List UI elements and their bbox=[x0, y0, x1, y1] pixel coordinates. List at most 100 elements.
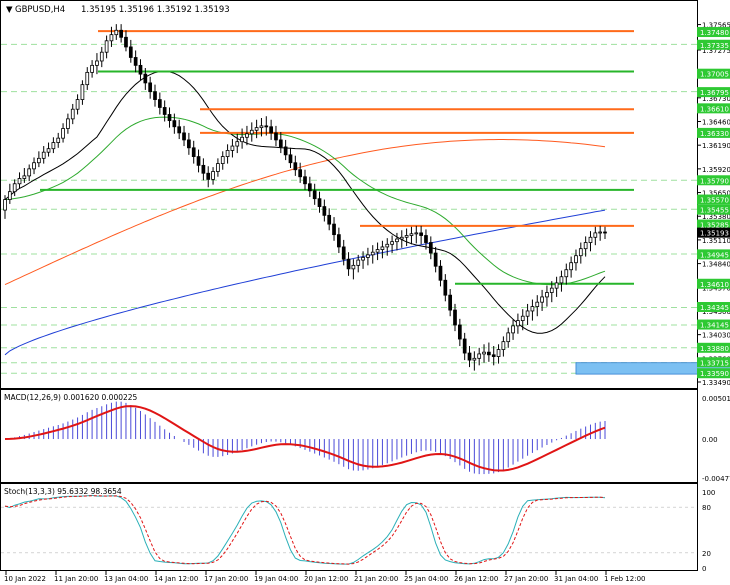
price-tick-label: 1.35920 bbox=[702, 166, 730, 174]
bull-candle bbox=[3, 199, 7, 211]
bear-candle bbox=[307, 183, 312, 192]
bull-candle bbox=[80, 84, 85, 100]
macd-title: MACD(12,26,9) 0.001620 0.000225 bbox=[4, 393, 138, 402]
stoch-title: Stoch(13,3,3) 95.6332 98.3654 bbox=[4, 487, 122, 496]
bull-candle bbox=[259, 125, 264, 129]
bear-candle bbox=[467, 352, 472, 361]
bear-candle bbox=[448, 294, 453, 311]
time-tick-label: 10 Jan 2022 bbox=[4, 575, 46, 583]
stoch-panel[interactable] bbox=[0, 483, 698, 571]
bull-candle bbox=[375, 249, 380, 253]
bear-candle bbox=[327, 214, 332, 225]
level-price-tag-label: 1.34610 bbox=[700, 281, 729, 289]
level-price-tag bbox=[697, 27, 730, 38]
price-tick-label: 1.34030 bbox=[702, 332, 730, 340]
price-panel[interactable] bbox=[0, 0, 698, 389]
price-tick-label: 1.33490 bbox=[702, 379, 730, 387]
price-tick-label: 1.35650 bbox=[702, 190, 730, 198]
bull-candle bbox=[574, 255, 578, 264]
bear-candle bbox=[443, 279, 448, 296]
level-price-tag-label: 1.34145 bbox=[700, 322, 729, 330]
level-price-tag-label: 1.34945 bbox=[700, 251, 729, 259]
support-zone bbox=[575, 362, 730, 375]
bear-candle bbox=[312, 190, 317, 200]
level-price-tag bbox=[697, 175, 730, 186]
bull-candle bbox=[409, 233, 414, 236]
bull-candle bbox=[380, 246, 385, 250]
bear-candle bbox=[341, 246, 346, 260]
level-price-tag-label: 1.33590 bbox=[700, 370, 729, 378]
current-price-label: 1.35193 bbox=[700, 230, 729, 238]
level-price-tag-label: 1.36330 bbox=[700, 130, 729, 138]
level-price-tag-label: 1.34345 bbox=[700, 304, 729, 312]
macd-tick-label: -0.004773 bbox=[702, 475, 730, 483]
bear-candle bbox=[346, 258, 351, 270]
horizontal-levels[interactable] bbox=[40, 30, 634, 285]
bull-candle bbox=[351, 264, 356, 270]
bear-candle bbox=[148, 82, 153, 93]
bear-candle bbox=[124, 36, 128, 48]
stoch-tick-label: 80 bbox=[702, 504, 711, 512]
bear-candle bbox=[337, 234, 341, 248]
bull-candle bbox=[564, 269, 569, 278]
time-axis: 10 Jan 2022 11 Jan 20:00 13 Jan 04:00 14 Ja… bbox=[4, 571, 645, 583]
bear-candle bbox=[332, 223, 336, 236]
price-tick-label: 1.36190 bbox=[702, 142, 730, 150]
time-tick-label: 20 Jan 12:00 bbox=[304, 575, 348, 583]
bull-candle bbox=[99, 51, 104, 62]
bull-candle bbox=[530, 306, 535, 312]
bull-candle bbox=[554, 282, 559, 289]
bear-candle bbox=[177, 126, 182, 134]
bear-candle bbox=[428, 242, 433, 254]
bear-candle bbox=[196, 156, 201, 166]
bear-candle bbox=[191, 147, 196, 157]
bear-candle bbox=[298, 169, 303, 178]
stoch-signal-line bbox=[4, 495, 606, 565]
time-tick-label: 21 Jan 20:00 bbox=[354, 575, 398, 583]
bull-candle bbox=[540, 296, 544, 303]
bull-candle bbox=[46, 148, 51, 153]
macd-tick-label: 0.005015 bbox=[702, 395, 730, 403]
level-price-tag-label: 1.36795 bbox=[700, 89, 729, 97]
bear-candle bbox=[264, 125, 269, 128]
bear-candle bbox=[167, 114, 172, 122]
symbol-label: GBPUSD,H4 bbox=[15, 5, 65, 15]
bear-candle bbox=[172, 120, 177, 128]
level-price-tag-label: 1.33880 bbox=[700, 345, 729, 353]
level-price-tag bbox=[697, 39, 730, 50]
time-tick-label: 1 Feb 12:00 bbox=[604, 575, 645, 583]
level-price-tag bbox=[697, 204, 730, 215]
bear-candle bbox=[143, 73, 148, 84]
bear-candle bbox=[182, 132, 186, 141]
bull-candle bbox=[390, 241, 394, 245]
bull-candle bbox=[90, 64, 94, 73]
level-price-tag-label: 1.37335 bbox=[700, 42, 729, 50]
bear-candle bbox=[278, 139, 283, 148]
bear-candle bbox=[119, 29, 123, 38]
bull-candle bbox=[506, 332, 511, 343]
level-price-tag-label: 1.37005 bbox=[700, 71, 729, 79]
bull-candle bbox=[211, 171, 215, 180]
bull-candle bbox=[51, 142, 56, 150]
bear-candle bbox=[162, 107, 167, 115]
stochastic-indicator: 100 80 20 0 bbox=[1, 489, 715, 573]
bull-candle bbox=[545, 292, 549, 298]
symbol-caret[interactable]: ▼ bbox=[6, 5, 13, 15]
bear-candle bbox=[128, 46, 133, 58]
bear-candle bbox=[293, 162, 298, 171]
bull-candle bbox=[66, 118, 70, 129]
support-zone-box bbox=[575, 362, 730, 375]
time-tick-label: 17 Jan 20:00 bbox=[204, 575, 248, 583]
level-price-tag-label: 1.35570 bbox=[700, 197, 729, 205]
bull-candle bbox=[414, 232, 419, 235]
bull-candle bbox=[41, 151, 46, 159]
bull-candle bbox=[249, 129, 254, 135]
price-axis: 1.37565 1.37275 1.36730 1.36460 1.36190 1.359… bbox=[697, 22, 730, 387]
bull-candle bbox=[17, 178, 22, 185]
bull-candle bbox=[37, 157, 41, 164]
bull-candle bbox=[525, 310, 530, 317]
bear-candle bbox=[153, 91, 157, 100]
ma-200-line bbox=[4, 209, 606, 356]
price-tick-label: 1.36460 bbox=[702, 118, 730, 126]
